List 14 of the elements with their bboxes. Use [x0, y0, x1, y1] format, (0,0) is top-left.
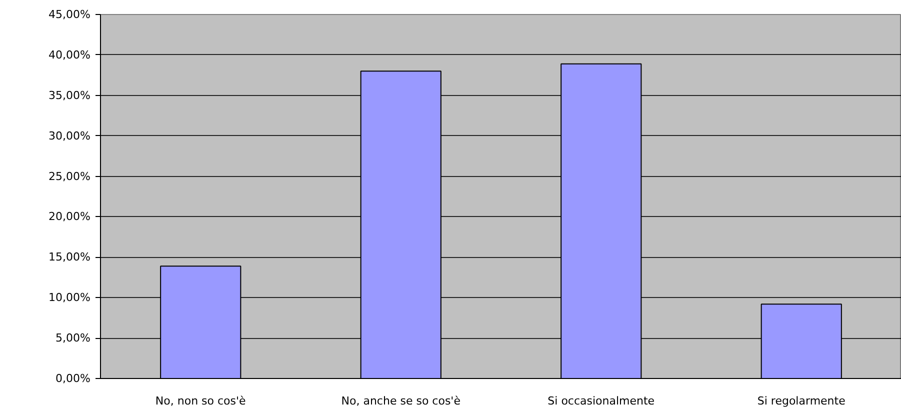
y-tick-label: 10,00%: [48, 291, 91, 304]
y-tick-label: 45,00%: [48, 8, 91, 21]
y-tick-label: 0,00%: [56, 372, 91, 385]
y-tick-label: 30,00%: [48, 129, 91, 142]
x-tick-label: Si occasionalmente: [548, 394, 655, 408]
x-tick-label: Si regolarmente: [757, 394, 846, 408]
x-tick-label: No, anche se so cos'è: [341, 394, 461, 408]
y-tick-label: 20,00%: [48, 210, 91, 224]
y-tick-label: 35,00%: [48, 88, 91, 102]
y-tick-label: 40,00%: [48, 48, 91, 62]
y-tick-label: 15,00%: [48, 250, 91, 264]
y-tick-label: 25,00%: [48, 170, 91, 183]
y-tick-label: 5,00%: [56, 332, 91, 345]
x-tick-label: No, non so cos'è: [155, 394, 246, 408]
